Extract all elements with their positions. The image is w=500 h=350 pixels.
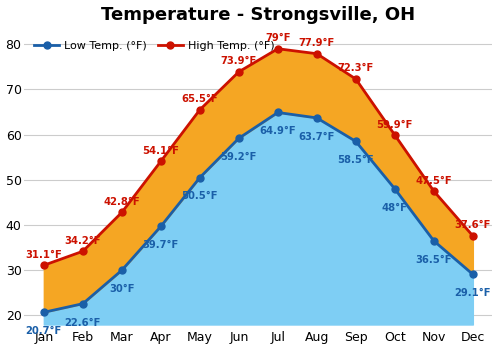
Text: 79°F: 79°F xyxy=(265,33,290,43)
High Temp. (°F) xyxy=(392,133,398,137)
Low Temp. (°F) xyxy=(41,310,47,314)
Low Temp. (°F) xyxy=(392,187,398,191)
Text: 37.6°F: 37.6°F xyxy=(454,220,491,230)
High Temp. (°F) xyxy=(275,47,281,51)
Text: 59.9°F: 59.9°F xyxy=(376,120,413,130)
Low Temp. (°F) xyxy=(119,268,125,272)
Low Temp. (°F) xyxy=(470,272,476,276)
Low Temp. (°F) xyxy=(314,116,320,120)
High Temp. (°F) xyxy=(119,210,125,215)
Line: Low Temp. (°F): Low Temp. (°F) xyxy=(40,109,476,316)
Legend: Low Temp. (°F), High Temp. (°F): Low Temp. (°F), High Temp. (°F) xyxy=(30,36,280,55)
High Temp. (°F) xyxy=(314,51,320,56)
Text: 50.5°F: 50.5°F xyxy=(182,191,218,202)
Text: 31.1°F: 31.1°F xyxy=(26,250,62,260)
High Temp. (°F) xyxy=(236,70,242,74)
Low Temp. (°F) xyxy=(80,302,86,306)
Text: 42.8°F: 42.8°F xyxy=(104,197,140,207)
High Temp. (°F) xyxy=(80,249,86,253)
Text: 73.9°F: 73.9°F xyxy=(220,56,257,66)
Low Temp. (°F) xyxy=(236,136,242,140)
Low Temp. (°F) xyxy=(353,139,359,144)
High Temp. (°F) xyxy=(41,263,47,267)
Text: 39.7°F: 39.7°F xyxy=(142,240,179,250)
Low Temp. (°F) xyxy=(197,175,203,180)
Text: 77.9°F: 77.9°F xyxy=(298,38,335,48)
Text: 65.5°F: 65.5°F xyxy=(182,94,218,104)
Text: 30°F: 30°F xyxy=(109,284,134,294)
High Temp. (°F) xyxy=(431,189,437,193)
High Temp. (°F) xyxy=(470,234,476,238)
Text: 72.3°F: 72.3°F xyxy=(338,63,374,74)
High Temp. (°F) xyxy=(197,108,203,112)
Text: 20.7°F: 20.7°F xyxy=(26,326,62,336)
Text: 58.5°F: 58.5°F xyxy=(338,155,374,165)
Text: 34.2°F: 34.2°F xyxy=(64,236,101,246)
Text: 64.9°F: 64.9°F xyxy=(260,126,296,136)
Title: Temperature - Strongsville, OH: Temperature - Strongsville, OH xyxy=(102,6,415,23)
High Temp. (°F) xyxy=(158,159,164,163)
Text: 54.1°F: 54.1°F xyxy=(142,146,180,156)
Text: 36.5°F: 36.5°F xyxy=(416,255,452,265)
Text: 47.5°F: 47.5°F xyxy=(416,176,452,186)
Text: 63.7°F: 63.7°F xyxy=(298,132,335,142)
Text: 29.1°F: 29.1°F xyxy=(454,288,491,298)
Text: 48°F: 48°F xyxy=(382,203,408,213)
High Temp. (°F) xyxy=(353,77,359,81)
Text: 22.6°F: 22.6°F xyxy=(64,317,101,328)
Low Temp. (°F) xyxy=(158,224,164,229)
Line: High Temp. (°F): High Temp. (°F) xyxy=(40,45,476,269)
Text: 59.2°F: 59.2°F xyxy=(220,152,257,162)
Low Temp. (°F) xyxy=(431,239,437,243)
Low Temp. (°F) xyxy=(275,110,281,114)
